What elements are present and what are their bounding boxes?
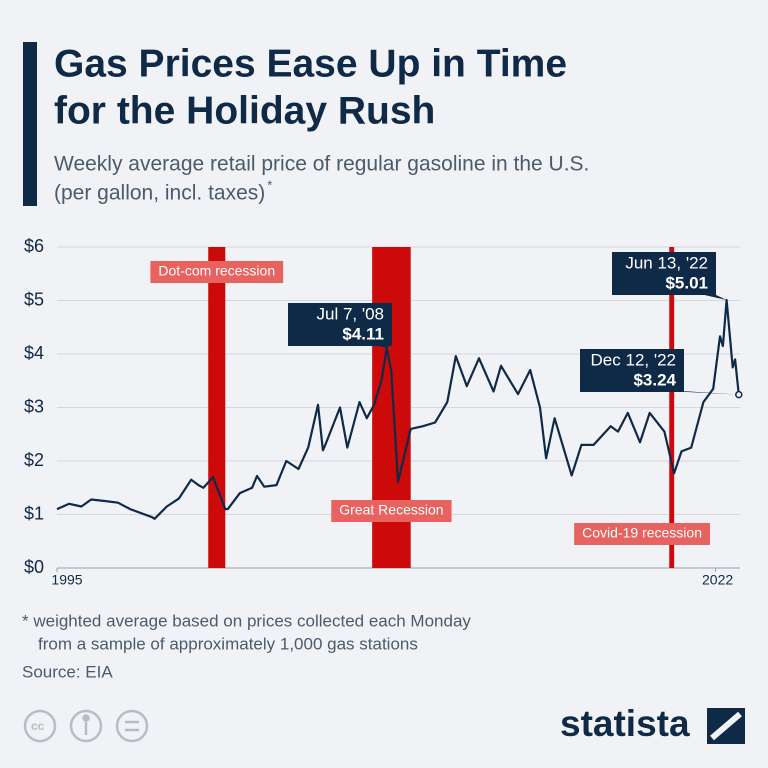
license-icons: [23, 709, 149, 743]
annotation-box: [580, 349, 684, 392]
y-tick-label: $5: [24, 289, 44, 309]
recession-label: Dot-com recession: [158, 263, 275, 279]
chart-title: Gas Prices Ease Up in Time: [54, 42, 567, 85]
annotation-pointer: [700, 294, 727, 300]
recession-band: [208, 247, 226, 568]
chart-subtitle: Weekly average retail price of regular g…: [54, 153, 589, 176]
recession-band: [669, 247, 675, 568]
subtitle-note-mark: *: [267, 177, 272, 192]
plot-area: $0 $1 $2 $3 $4 $5 $6 1995 2022 Dot-com recession G…: [24, 236, 743, 588]
source: Source: EIA: [22, 662, 113, 681]
y-tick-label: $1: [24, 503, 44, 523]
annotation: Dec 12, '22$3.24: [580, 349, 739, 395]
annotation: Jun 13, '22$5.01: [612, 252, 727, 300]
footnote: from a sample of approximately 1,000 gas…: [38, 634, 418, 653]
annotation-box: [612, 252, 716, 295]
recession-label: Great Recession: [339, 502, 443, 518]
brand-logo: statista: [560, 703, 690, 744]
annotation-value: $5.01: [665, 273, 708, 292]
annotation: Jul 7, '08$4.11: [288, 303, 392, 349]
brand-icon: [707, 708, 745, 744]
y-tick-label: $6: [24, 236, 44, 256]
recession-label: Covid-19 recession: [582, 525, 702, 541]
annotation-date: Dec 12, '22: [591, 350, 676, 369]
recession-label-box: [331, 500, 452, 522]
recession-label-box: [150, 261, 284, 283]
chart-title: for the Holiday Rush: [54, 89, 435, 132]
footnote: * weighted average based on prices colle…: [22, 611, 471, 630]
annotation-box: [288, 303, 392, 346]
recession-label-box: [574, 523, 710, 545]
y-tick-label: $2: [24, 450, 44, 470]
chart-subtitle: (per gallon, incl. taxes): [54, 182, 265, 205]
annotation-value: $4.11: [342, 324, 384, 343]
annotation-value: $3.24: [633, 370, 676, 389]
y-tick-label: $3: [24, 396, 44, 416]
annotation-date: Jul 7, '08: [316, 304, 384, 323]
annotation-date: Jun 13, '22: [625, 253, 708, 272]
cc-icon-text: cc: [31, 719, 45, 733]
annotation-pointer: [668, 391, 739, 395]
price-line: [56, 298, 740, 520]
y-tick-label: $4: [24, 343, 44, 363]
x-tick-label: 2022: [702, 572, 733, 588]
x-tick-label: 1995: [51, 572, 82, 588]
title-accent-bar: [23, 42, 37, 206]
y-tick-label: $0: [24, 557, 44, 577]
